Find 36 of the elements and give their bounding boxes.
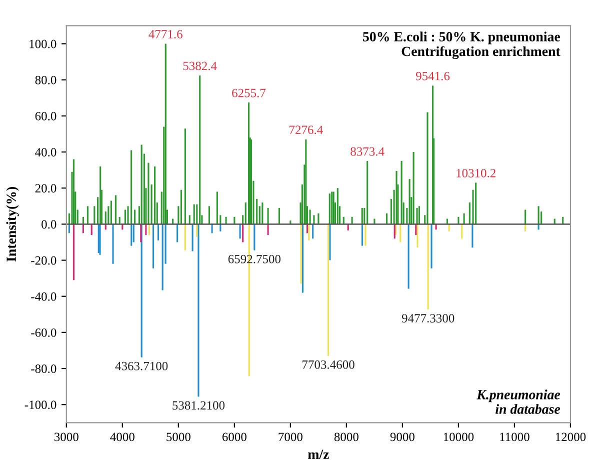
x-axis-title: m/z xyxy=(308,450,329,460)
annotation: 5382.4 xyxy=(183,62,217,70)
annotation: 7703.4600 xyxy=(302,360,354,369)
annotation: 5381.2100 xyxy=(172,401,225,410)
annotation: 4771.6 xyxy=(148,30,182,38)
annotation: 4363.7100 xyxy=(115,362,168,370)
x-tick-label: 3000 xyxy=(54,432,78,442)
annotation: 50% E.coli : 50% K. pneumoniae Centrifugation enrichment xyxy=(363,32,560,60)
annotation: 6255.7 xyxy=(232,88,266,98)
y-tick-label: -20.0 xyxy=(31,256,56,265)
y-tick-label: -40.0 xyxy=(31,292,56,301)
annotation: 10310.2 xyxy=(456,168,496,178)
y-tick-label: 100.0 xyxy=(30,40,56,48)
annotation: 9477.3300 xyxy=(402,314,454,323)
y-tick-label: -100.0 xyxy=(24,400,56,410)
x-tick-label: 6000 xyxy=(222,432,246,442)
x-tick-label: 4000 xyxy=(110,432,134,442)
x-tick-label: 10000 xyxy=(444,432,474,442)
y-tick-label: 0.0 xyxy=(42,220,56,229)
x-tick-label: 7000 xyxy=(278,432,302,442)
x-tick-label: 12000 xyxy=(556,432,586,442)
annotation: 8373.4 xyxy=(350,147,384,156)
annotation: K.pneumoniae in database xyxy=(476,390,560,414)
x-tick-label: 9000 xyxy=(390,432,414,442)
annotation: 7276.4 xyxy=(290,126,323,134)
x-tick-label: 11000 xyxy=(500,432,530,442)
y-tick-label: -80.0 xyxy=(31,364,56,374)
y-axis-title: Intensity(%) xyxy=(6,186,19,262)
x-tick-label: 5000 xyxy=(166,432,190,442)
y-tick-label: 20.0 xyxy=(35,184,56,193)
y-tick-label: 80.0 xyxy=(35,76,56,84)
y-tick-label: -60.0 xyxy=(31,328,56,337)
y-tick-label: 40.0 xyxy=(35,148,56,156)
x-tick-label: 8000 xyxy=(334,432,358,442)
annotation: 9541.6 xyxy=(416,72,450,80)
y-tick-label: 60.0 xyxy=(35,112,56,120)
